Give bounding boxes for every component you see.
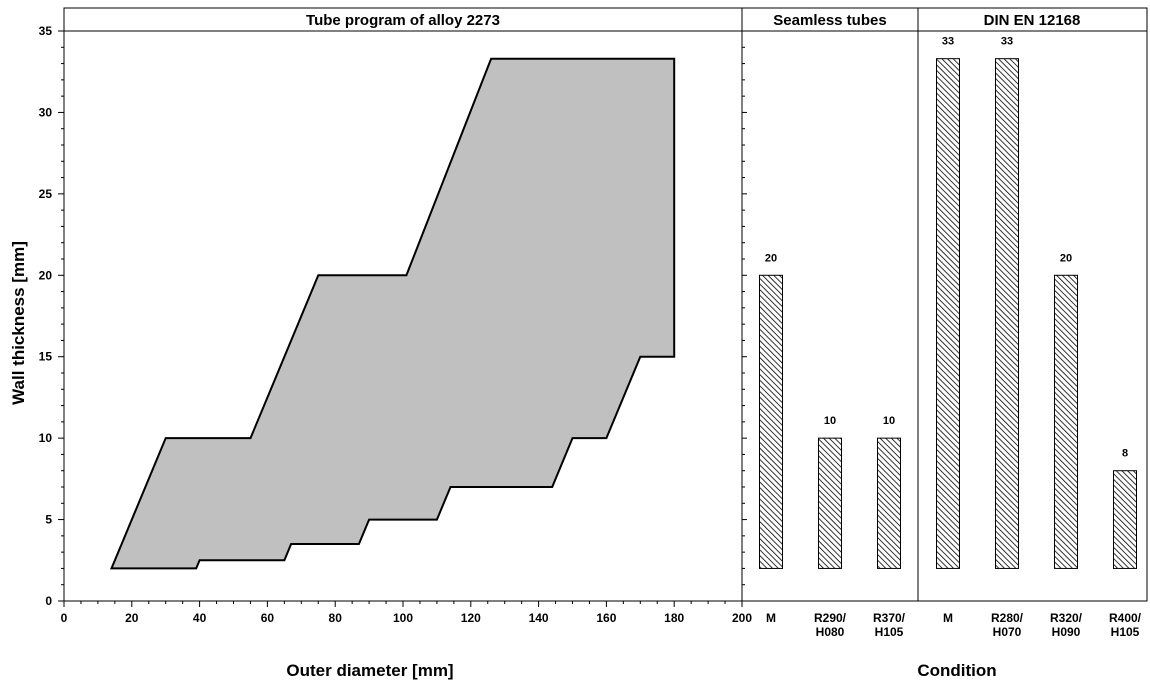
category-label: H105 bbox=[875, 625, 904, 639]
area-layer bbox=[110, 57, 676, 570]
data-label: 10 bbox=[824, 415, 836, 427]
category-label: M bbox=[943, 611, 953, 625]
y-tick-label: 15 bbox=[39, 350, 53, 364]
category-label: H080 bbox=[816, 625, 845, 639]
data-label: 8 bbox=[1122, 448, 1128, 460]
x-tick-label: 100 bbox=[393, 611, 413, 625]
plot-frame bbox=[63, 7, 1148, 602]
data-label: 33 bbox=[1001, 36, 1013, 48]
bar-seamless-1 bbox=[818, 437, 842, 569]
condition-axis-title: Condition bbox=[917, 661, 996, 680]
middle-panel-title: Seamless tubes bbox=[773, 12, 886, 29]
category-label: R400/ bbox=[1109, 611, 1142, 625]
bars-layer: 20 M 10 R290/H080 10 R370/H105 33 M 33 R280/H070 2… bbox=[759, 36, 1142, 639]
data-label: 20 bbox=[1060, 252, 1072, 264]
x-tick-label: 20 bbox=[125, 611, 139, 625]
y-tick-label: 20 bbox=[39, 268, 53, 282]
bar-din-2 bbox=[1054, 274, 1078, 569]
y-tick-label: 0 bbox=[45, 594, 52, 608]
category-label: H105 bbox=[1111, 625, 1140, 639]
y-tick-label: 10 bbox=[39, 431, 53, 445]
category-label: H070 bbox=[993, 625, 1022, 639]
bar-seamless-2 bbox=[877, 437, 901, 569]
ticks-layer: 0 5 10 15 20 25 30 35 0 20 40 60 80 100 120 140 160 180 20… bbox=[39, 24, 753, 625]
bar-seamless-0 bbox=[759, 274, 783, 569]
category-label: M bbox=[766, 611, 776, 625]
y-tick-label: 5 bbox=[45, 513, 52, 527]
x-tick-label: 180 bbox=[664, 611, 684, 625]
x-tick-label: 0 bbox=[61, 611, 68, 625]
y-tick-label: 25 bbox=[39, 187, 53, 201]
x-tick-label: 120 bbox=[461, 611, 481, 625]
category-label: R320/ bbox=[1050, 611, 1083, 625]
right-panel-title: DIN EN 12168 bbox=[984, 12, 1081, 29]
data-label: 33 bbox=[942, 36, 954, 48]
bar-din-0 bbox=[936, 58, 960, 569]
x-tick-label: 40 bbox=[193, 611, 207, 625]
x-tick-label: 200 bbox=[732, 611, 752, 625]
x-tick-label: 80 bbox=[329, 611, 343, 625]
x-axis-title: Outer diameter [mm] bbox=[286, 661, 453, 680]
x-tick-label: 60 bbox=[261, 611, 275, 625]
y-tick-label: 30 bbox=[39, 105, 53, 119]
left-panel-title: Tube program of alloy 2273 bbox=[306, 12, 500, 29]
x-tick-label: 160 bbox=[596, 611, 616, 625]
y-tick-label: 35 bbox=[39, 24, 53, 38]
category-label: R280/ bbox=[991, 611, 1024, 625]
data-label: 20 bbox=[765, 252, 777, 264]
category-label: H090 bbox=[1052, 625, 1081, 639]
y-axis-title: Wall thickness [mm] bbox=[9, 241, 28, 405]
x-tick-label: 140 bbox=[529, 611, 549, 625]
data-label: 10 bbox=[883, 415, 895, 427]
bar-din-3 bbox=[1113, 470, 1137, 569]
tube-program-area bbox=[110, 57, 676, 570]
bar-din-1 bbox=[995, 58, 1019, 569]
category-label: R370/ bbox=[873, 611, 906, 625]
category-label: R290/ bbox=[814, 611, 847, 625]
